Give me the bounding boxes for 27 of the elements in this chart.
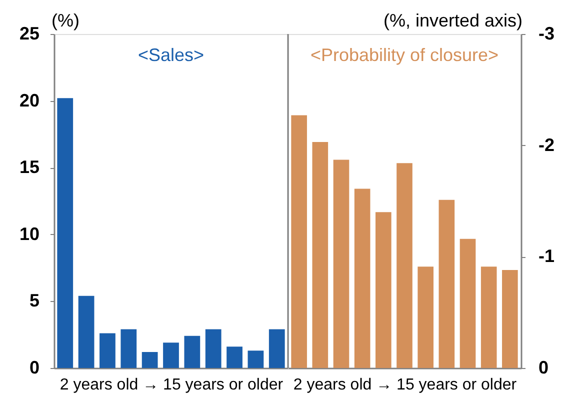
y-tick-label: 10 <box>19 224 40 244</box>
bar <box>268 329 285 368</box>
y-tick-label: 15 <box>19 157 40 178</box>
y-tick-label: -2 <box>538 134 555 155</box>
x-axis-title: 2 years old → 15 years or older <box>60 376 284 394</box>
bar <box>100 333 116 368</box>
y-axis-title: (%, inverted axis) <box>383 10 522 30</box>
text: <Probability of closure> <box>310 45 499 65</box>
y-tick-label: 5 <box>29 290 40 311</box>
y-axis-title: (%) <box>52 10 80 30</box>
y-tick-label: 25 <box>19 24 40 44</box>
bar <box>78 296 94 368</box>
bar <box>142 352 158 368</box>
text: <Sales> <box>138 45 204 65</box>
y-tick-label: -1 <box>538 246 555 266</box>
bar <box>226 346 242 368</box>
bar <box>57 98 74 368</box>
bar <box>248 350 264 368</box>
y-tick-label: 20 <box>19 90 40 110</box>
y-tick-label: -3 <box>538 24 555 44</box>
bar <box>163 342 179 368</box>
bar <box>184 336 200 368</box>
y-tick-label: 0 <box>29 358 40 378</box>
bar <box>205 329 222 368</box>
y-tick-label: 0 <box>538 358 549 378</box>
x-axis-title: 2 years old → 15 years or older <box>293 376 518 394</box>
bar <box>120 329 137 368</box>
